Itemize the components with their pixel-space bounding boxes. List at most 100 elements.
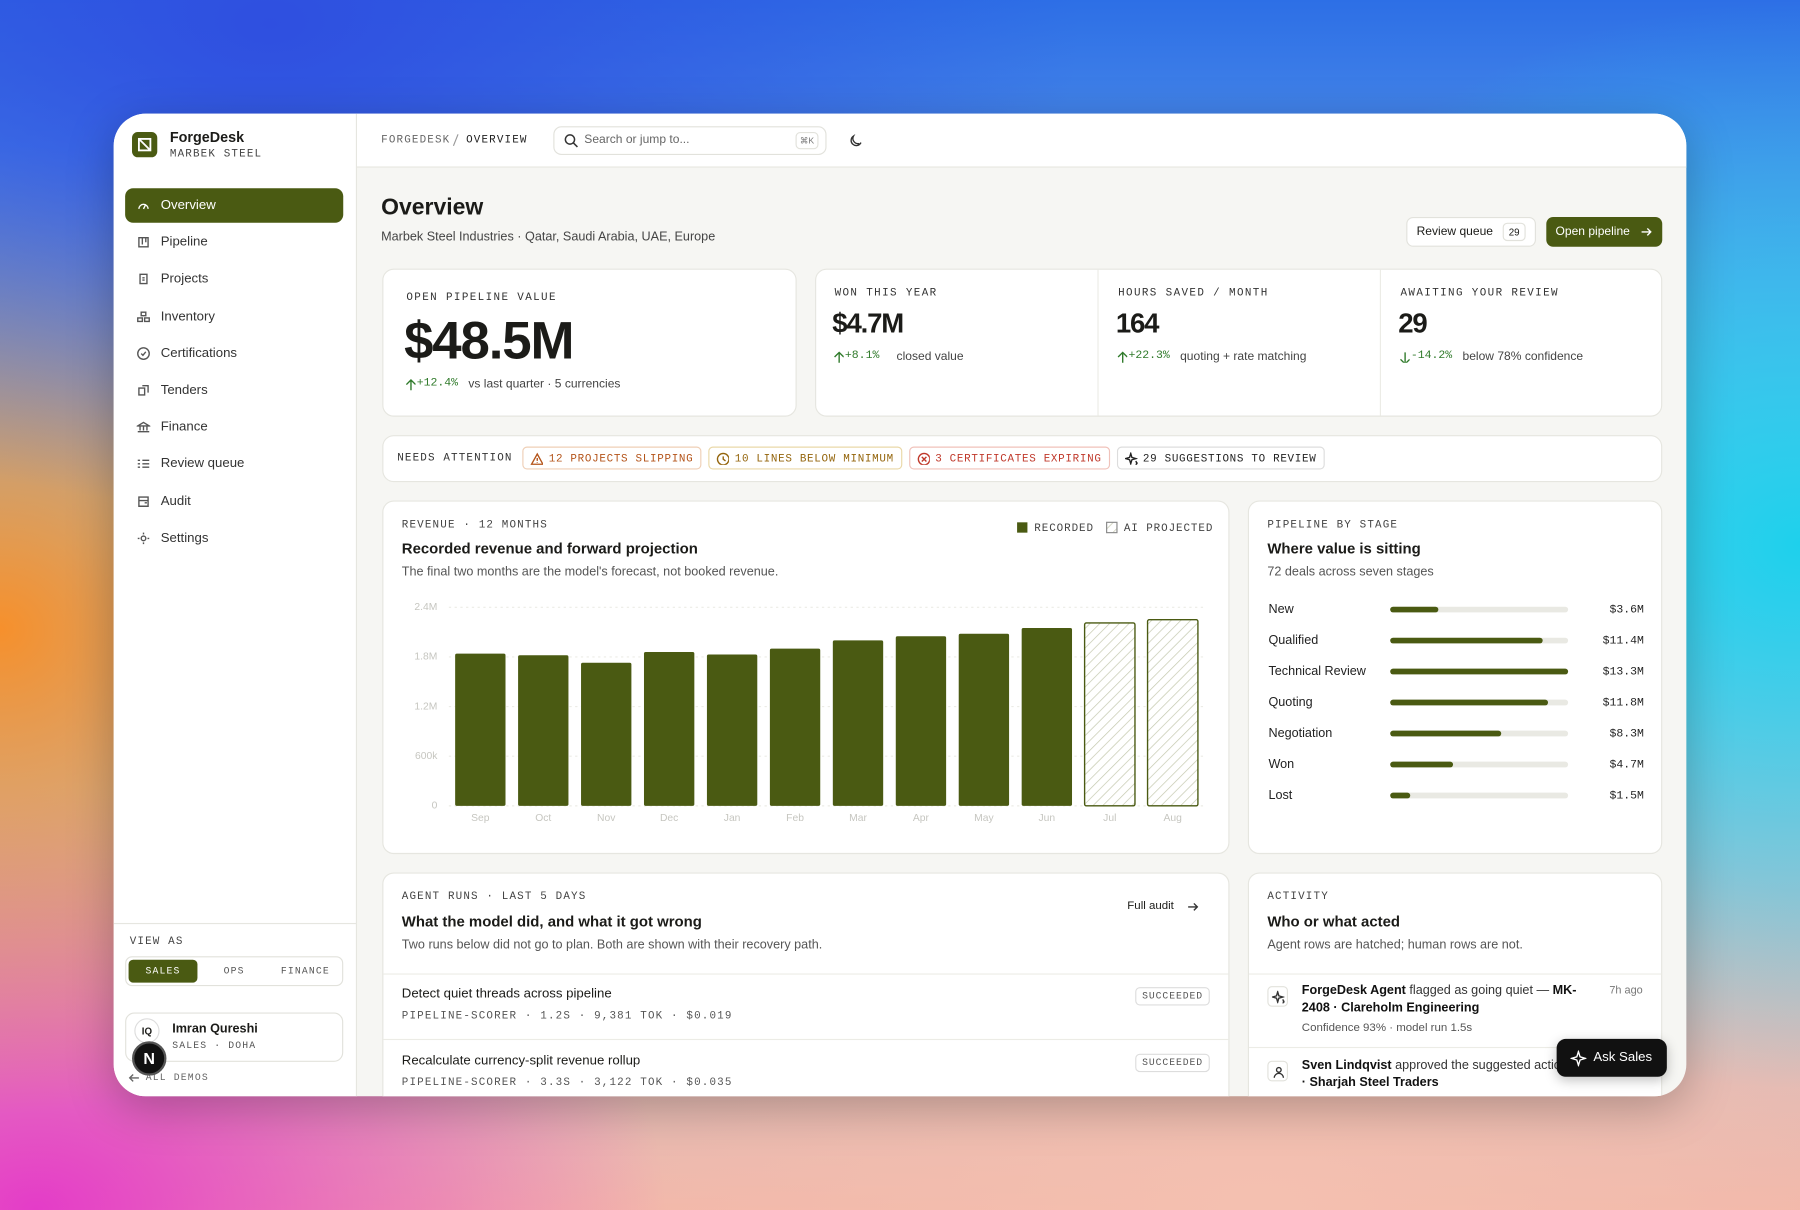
nav-icon-shape (139, 274, 148, 285)
trend-arrow (1117, 351, 1128, 363)
x-tick-label: Aug (1164, 813, 1183, 824)
view-as-option[interactable]: FINANCE (280, 965, 330, 977)
nav-label: Review queue (160, 457, 245, 472)
attention-chip[interactable]: 12 PROJECTS SLIPPING (522, 446, 702, 470)
kpi-delta: +22.3% (1128, 350, 1170, 363)
kpi-label: OPEN PIPELINE VALUE (406, 290, 557, 304)
x-tick-label: Jul (1103, 813, 1116, 824)
y-tick-label: 600k (415, 751, 438, 762)
nav-icon (137, 346, 150, 360)
app-window: ForgeDesk MARBEK STEEL VIEW AS SALES OPS F… (113, 113, 1687, 1097)
activity-time: 7h ago (1609, 984, 1643, 997)
all-demos-link[interactable]: ALL DEMOS (145, 1072, 209, 1084)
x-tick-label: Oct (535, 813, 551, 824)
nav-icon (138, 385, 149, 396)
actor: ForgeDesk Agent (1301, 983, 1406, 998)
full-audit-link[interactable]: Full audit (1127, 900, 1174, 913)
trend-arrow (405, 379, 416, 391)
user-name: Imran Qureshi (172, 1022, 258, 1036)
nav-icon (137, 311, 150, 322)
track (1390, 792, 1569, 799)
y-tick-label: 1.8M (414, 652, 437, 663)
theme-toggle[interactable] (848, 133, 863, 148)
nav-item[interactable]: Projects (125, 262, 343, 296)
run-meta: PIPELINE-SCORER · 3.3S · 3,122 TOK · $0.… (401, 1075, 733, 1089)
kpi-value: $48.5M (404, 310, 574, 371)
trend-arrow-shape (834, 351, 844, 363)
pipeline-card: New $3.6M Qualified $11.4M Technical Review $… (1247, 500, 1663, 855)
nav-item[interactable]: Audit (125, 484, 343, 518)
breadcrumb-root[interactable]: FORGEDESK (381, 133, 451, 147)
nav-label: Inventory (160, 309, 216, 324)
user-card[interactable] (125, 1012, 344, 1062)
actor-glyph (1272, 1066, 1284, 1078)
nav-item[interactable]: Settings (125, 521, 343, 555)
arrow-icon (1188, 902, 1199, 911)
nav-icon (137, 460, 150, 469)
stage-label: Technical Review (1268, 664, 1366, 678)
nav-item[interactable]: Tenders (125, 373, 343, 407)
chip-icon (716, 452, 729, 465)
card-eyebrow: REVENUE · 12 MONTHS (401, 518, 548, 531)
view-as-switch: SALES OPS FINANCE (125, 956, 344, 987)
view-as-option[interactable]: OPS (223, 965, 245, 977)
nav-item[interactable]: Review queue (125, 447, 343, 481)
view-as-option[interactable]: SALES (128, 959, 198, 983)
y-tick-label: 2.4M (414, 602, 437, 613)
value-label: $13.3M (1603, 666, 1644, 679)
revenue-chart: 0 600k 1.2M 1.8M 2.4M Sep Oct Nov Dec Jan Feb Mar Ap… (414, 521, 1212, 824)
back-arrow (128, 1074, 139, 1082)
card-eyebrow: PIPELINE BY STAGE (1267, 518, 1399, 531)
value-label: $3.6M (1609, 604, 1644, 617)
dev-badge[interactable]: N (132, 1041, 167, 1076)
nav-label: Finance (160, 420, 208, 435)
x-tick-label: Mar (849, 813, 867, 824)
bar (958, 633, 1010, 806)
bar (1390, 792, 1411, 799)
chip-label: 12 PROJECTS SLIPPING (548, 451, 694, 465)
attention-chip[interactable]: 10 LINES BELOW MINIMUM (708, 446, 902, 470)
trend-arrow-shape (1400, 352, 1410, 363)
kpi-group (815, 268, 1663, 417)
x-tick-label: Feb (786, 813, 804, 824)
chip-icon-shape (530, 452, 543, 465)
nav-icon-shape (138, 237, 149, 248)
value-label: $8.3M (1609, 728, 1644, 741)
bar (1390, 668, 1569, 675)
chip-icon-shape (1124, 451, 1138, 465)
review-queue-button[interactable] (1406, 216, 1536, 247)
nav-item[interactable]: Inventory (125, 299, 343, 333)
sparkle-icon (1570, 1050, 1587, 1067)
attention-chip[interactable]: 3 CERTIFICATES EXPIRING (908, 446, 1110, 470)
attention-chips: 12 PROJECTS SLIPPING 10 LINES BELOW MINIM… (522, 446, 1325, 470)
nav-icon (138, 203, 149, 210)
kpi-label: WON THIS YEAR (834, 286, 938, 299)
topbar (357, 113, 1687, 168)
nav-item[interactable]: Finance (125, 410, 343, 444)
stage-label: Quoting (1268, 695, 1312, 709)
activity-meta: Confidence 93% · model run 1.5s (1301, 1021, 1473, 1035)
kpi-delta: +8.1% (844, 350, 880, 363)
arrow-icon (1641, 227, 1652, 236)
card-subtitle: The final two months are the model's for… (401, 565, 779, 580)
search-box[interactable] (553, 126, 827, 155)
nav-icon (137, 532, 150, 544)
chip-label: 29 SUGGESTIONS TO REVIEW (1142, 451, 1317, 465)
attention-chip[interactable]: 29 SUGGESTIONS TO REVIEW (1116, 446, 1325, 470)
actor-icon (1267, 1060, 1289, 1082)
view-as-label: VIEW AS (129, 934, 184, 948)
nav-item[interactable]: Overview (125, 188, 344, 223)
bar (832, 640, 884, 806)
x-tick-label: Dec (660, 813, 678, 824)
nav-item[interactable]: Certifications (125, 336, 343, 370)
card-title: What the model did, and what it got wron… (401, 912, 702, 931)
x-tick-label: Jun (1039, 813, 1056, 824)
card-subtitle: Agent rows are hatched; human rows are n… (1267, 938, 1523, 953)
run-status: SUCCEEDED (1135, 987, 1210, 1006)
bar (706, 654, 758, 806)
bar (1390, 637, 1543, 644)
actor-glyph-shape (1272, 1066, 1284, 1078)
nav-item[interactable]: Pipeline (125, 225, 343, 259)
